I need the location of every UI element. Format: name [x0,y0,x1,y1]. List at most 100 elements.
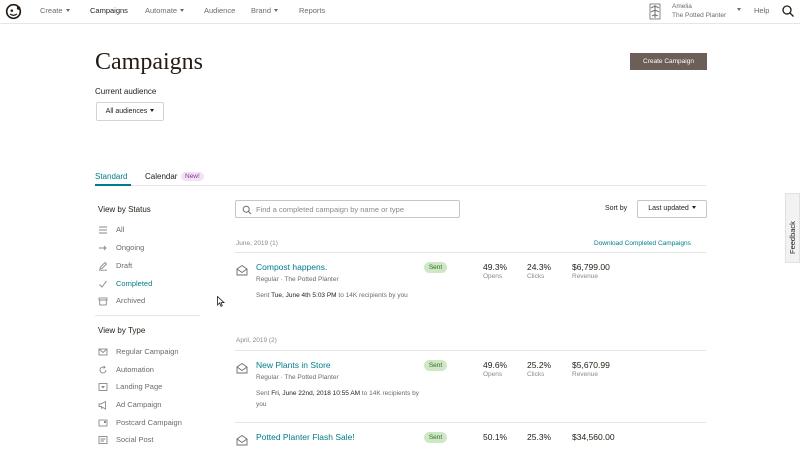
type-filter-postcard-campaign[interactable]: Postcard Campaign [98,417,202,431]
opens-value: 49.3% [483,262,508,272]
campaign-subtitle: Regular · The Potted Planter [256,374,339,381]
active-tab-indicator [95,184,131,186]
group-divider [235,350,706,351]
sent-prefix: Sent [256,292,270,299]
nav-reports[interactable]: Reports [299,6,326,15]
group-label: April, 2019 (2) [236,337,277,344]
type-filter-social-post[interactable]: Social Post [98,434,202,448]
sort-label: Sort by [605,205,628,212]
account-org-name: The Potted Planter [672,12,727,19]
nav-automate[interactable]: Automate [145,6,185,15]
campaign-search-box[interactable] [235,200,460,218]
campaign-search-input[interactable] [256,203,456,215]
status-filter-draft[interactable]: Draft [98,260,202,274]
nav-help[interactable]: Help [754,6,770,15]
status-filter-heading: View by Status [98,205,151,214]
status-filter-label: Archived [116,296,146,305]
mouse-cursor-icon [217,296,225,307]
nav-create[interactable]: Create [40,6,70,15]
search-icon[interactable] [781,4,795,18]
sort-select-value: Last updated [648,205,689,212]
campaign-row[interactable]: Potted Planter Flash Sale! Sent 50.1% 25… [235,432,706,451]
group-divider [235,252,706,253]
account-menu[interactable]: Amelia The Potted Planter [672,2,726,20]
chevron-down-icon [150,109,155,112]
opens-value: 50.1% [483,432,508,442]
status-filter-archived[interactable]: Archived [98,295,202,309]
envelope-icon [98,348,108,356]
campaign-name-link[interactable]: Compost happens. [256,262,328,272]
type-filter-automation[interactable]: Automation [98,364,202,378]
revenue-value: $5,670.99 [572,360,610,370]
audience-select[interactable]: All audiences [96,102,164,121]
campaign-sent-info: Sent Fri, June 22nd, 2018 10:55 AM to 14… [256,388,426,410]
revenue-label: Revenue [572,371,599,378]
campaign-name-link[interactable]: Potted Planter Flash Sale! [256,432,355,442]
arrow-right-icon [99,245,107,251]
status-filter-label: Completed [116,279,153,288]
nav-campaigns[interactable]: Campaigns [90,6,128,15]
clicks-value: 25.3% [527,432,552,442]
chevron-down-icon [180,9,185,12]
type-filter-label: Postcard Campaign [116,418,182,427]
sent-date: Fri, June 22nd, 2018 10:55 AM [271,390,361,397]
nav-brand[interactable]: Brand [251,6,279,15]
download-completed-campaigns-link[interactable]: Download Completed Campaigns [594,240,691,247]
campaign-sent-info: Sent Tue, June 4th 5:03 PM to 14K recipi… [256,290,426,301]
type-filter-regular-campaign[interactable]: Regular Campaign [98,346,202,360]
clicks-label: Clicks [527,371,545,378]
group-label: June, 2019 (1) [236,240,278,247]
archive-box-icon [98,297,108,306]
clicks-value: 25.2% [527,360,552,370]
opens-label: Opens [483,371,503,378]
sent-suffix: to 14K recipients by you [338,292,408,299]
status-filter-completed[interactable]: Completed [98,278,202,292]
account-avatar-icon[interactable] [648,3,662,20]
tab-calendar[interactable]: Calendar [145,172,178,181]
type-filter-heading: View by Type [98,326,146,335]
chevron-down-icon [274,9,279,12]
freddie-logo-icon[interactable] [5,3,22,20]
feedback-label: Feedback [788,221,797,254]
chevron-down-icon [65,9,70,12]
campaign-row[interactable]: New Plants in Store Regular · The Potted… [235,360,706,440]
campaign-name-link[interactable]: New Plants in Store [256,360,331,370]
sent-date: Tue, June 4th 5:03 PM [271,292,337,299]
revenue-value: $6,799.00 [572,262,610,272]
nav-audience[interactable]: Audience [204,6,236,15]
open-envelope-icon [236,264,248,276]
status-filter-ongoing[interactable]: Ongoing [98,242,202,256]
clicks-label: Clicks [527,273,545,280]
chevron-down-icon[interactable] [737,8,741,11]
megaphone-icon [98,400,106,410]
search-icon [242,205,252,215]
tab-standard[interactable]: Standard [95,172,128,181]
audience-select-value: All audiences [105,108,148,115]
create-campaign-button[interactable]: Create Campaign [630,53,707,70]
campaign-subtitle: Regular · The Potted Planter [256,276,339,283]
status-filter-label: Ongoing [116,243,145,252]
pencil-icon [99,261,108,271]
row-divider [235,422,706,423]
top-navigation: Create Campaigns Automate Audience Brand… [0,0,800,24]
campaign-row[interactable]: Compost happens. Regular · The Potted Pl… [235,262,706,342]
sort-select[interactable]: Last updated [637,200,707,218]
revenue-value: $34,560.00 [572,432,615,442]
type-filter-ad-campaign[interactable]: Ad Campaign [98,399,202,413]
chevron-down-icon [691,206,696,209]
open-envelope-icon [236,434,248,446]
sent-prefix: Sent [256,390,270,397]
social-post-icon [98,436,108,444]
refresh-icon [99,365,107,374]
status-filter-all[interactable]: All [98,224,202,238]
type-filter-landing-page[interactable]: Landing Page [98,381,202,395]
clicks-value: 24.3% [527,262,552,272]
landing-page-icon [98,383,108,391]
feedback-tab[interactable]: Feedback [785,193,800,263]
status-badge: Sent [424,360,447,371]
type-filter-label: Ad Campaign [116,400,162,409]
checkmark-icon [99,280,107,288]
opens-value: 49.6% [483,360,508,370]
status-filter-label: All [116,225,125,234]
status-badge: Sent [424,432,447,443]
